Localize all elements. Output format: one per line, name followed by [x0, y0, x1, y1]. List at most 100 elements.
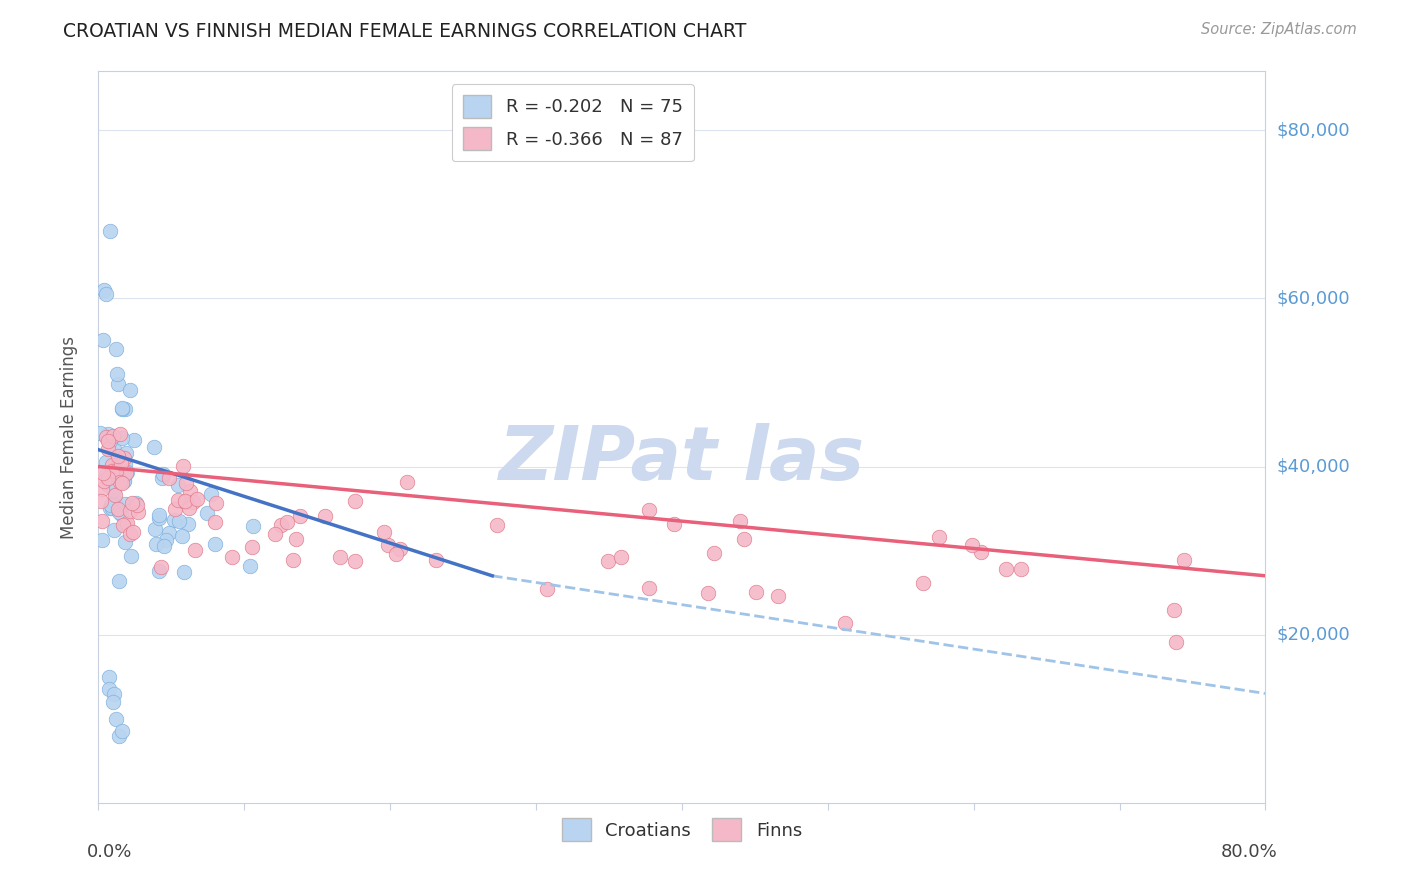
Point — [486, 517, 509, 532]
Point — [115, 516, 138, 530]
Point — [148, 508, 170, 522]
Point — [1173, 552, 1195, 566]
Text: $20,000: $20,000 — [1277, 625, 1350, 644]
Point — [114, 457, 136, 471]
Point — [638, 503, 661, 517]
Point — [114, 466, 136, 480]
Point — [105, 467, 128, 482]
Point — [89, 425, 111, 440]
Point — [104, 712, 127, 726]
Text: CROATIAN VS FINNISH MEDIAN FEMALE EARNINGS CORRELATION CHART: CROATIAN VS FINNISH MEDIAN FEMALE EARNIN… — [63, 22, 747, 41]
Point — [111, 431, 134, 445]
Point — [204, 537, 226, 551]
Point — [127, 505, 149, 519]
Point — [163, 513, 186, 527]
Point — [745, 585, 768, 599]
Point — [912, 576, 935, 591]
Point — [157, 471, 180, 485]
Point — [343, 494, 366, 508]
Point — [125, 496, 148, 510]
Point — [205, 496, 228, 510]
Point — [105, 459, 128, 474]
Point — [110, 457, 132, 471]
Point — [96, 455, 118, 469]
Point — [97, 670, 120, 684]
Point — [148, 510, 170, 524]
Point — [91, 515, 114, 529]
Text: ZIPat las: ZIPat las — [499, 423, 865, 496]
Point — [112, 475, 135, 489]
Point — [112, 473, 135, 487]
Point — [1010, 562, 1032, 576]
Point — [596, 553, 619, 567]
Point — [195, 506, 218, 520]
Text: $80,000: $80,000 — [1277, 121, 1350, 139]
Point — [177, 517, 200, 532]
Point — [662, 517, 685, 532]
Point — [100, 498, 122, 512]
Point — [103, 523, 125, 537]
Point — [100, 458, 122, 473]
Point — [94, 430, 117, 444]
Point — [108, 574, 131, 588]
Point — [98, 224, 121, 238]
Text: Source: ZipAtlas.com: Source: ZipAtlas.com — [1201, 22, 1357, 37]
Point — [101, 429, 124, 443]
Point — [91, 466, 114, 480]
Point — [94, 287, 117, 301]
Point — [120, 503, 142, 517]
Point — [179, 483, 201, 498]
Point — [703, 546, 725, 560]
Point — [97, 427, 120, 442]
Point — [638, 581, 661, 595]
Point — [152, 467, 174, 481]
Point — [173, 566, 195, 580]
Point — [142, 440, 165, 454]
Point — [98, 500, 121, 515]
Point — [148, 564, 170, 578]
Point — [172, 458, 194, 473]
Point — [166, 477, 188, 491]
Point — [239, 558, 262, 573]
Point — [98, 434, 121, 449]
Point — [143, 522, 166, 536]
Point — [103, 686, 125, 700]
Point — [120, 549, 142, 563]
Point — [104, 494, 127, 508]
Point — [114, 516, 136, 531]
Point — [122, 525, 145, 540]
Point — [101, 467, 124, 481]
Point — [184, 543, 207, 558]
Point — [343, 554, 366, 568]
Point — [108, 452, 131, 467]
Point — [111, 401, 134, 415]
Point — [395, 475, 418, 489]
Point — [114, 535, 136, 549]
Point — [104, 464, 127, 478]
Point — [101, 501, 124, 516]
Point — [91, 482, 114, 496]
Point — [108, 729, 131, 743]
Point — [186, 492, 208, 507]
Point — [240, 540, 263, 554]
Point — [970, 545, 993, 559]
Point — [373, 524, 395, 539]
Point — [165, 501, 187, 516]
Point — [93, 474, 115, 488]
Point — [155, 533, 177, 548]
Point — [103, 483, 125, 497]
Point — [200, 487, 222, 501]
Point — [962, 538, 984, 552]
Point — [1166, 634, 1188, 648]
Point — [149, 560, 172, 574]
Point — [204, 516, 226, 530]
Point — [270, 518, 292, 533]
Point — [101, 464, 124, 478]
Text: 0.0%: 0.0% — [87, 843, 132, 861]
Point — [97, 682, 120, 697]
Point — [314, 508, 336, 523]
Point — [112, 467, 135, 482]
Point — [118, 383, 141, 397]
Point — [90, 494, 112, 508]
Point — [91, 334, 114, 348]
